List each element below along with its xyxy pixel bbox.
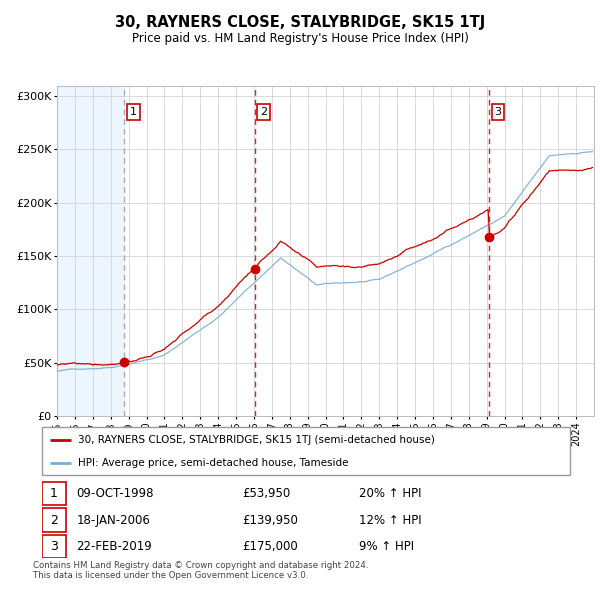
Text: 3: 3 xyxy=(50,540,58,553)
Text: Price paid vs. HM Land Registry's House Price Index (HPI): Price paid vs. HM Land Registry's House … xyxy=(131,32,469,45)
Text: 30, RAYNERS CLOSE, STALYBRIDGE, SK15 1TJ (semi-detached house): 30, RAYNERS CLOSE, STALYBRIDGE, SK15 1TJ… xyxy=(78,435,435,445)
Text: 30, RAYNERS CLOSE, STALYBRIDGE, SK15 1TJ: 30, RAYNERS CLOSE, STALYBRIDGE, SK15 1TJ xyxy=(115,15,485,30)
Bar xyxy=(42,535,66,558)
Text: 9% ↑ HPI: 9% ↑ HPI xyxy=(359,540,414,553)
Text: 2: 2 xyxy=(50,514,58,527)
Bar xyxy=(57,86,124,416)
Text: 3: 3 xyxy=(494,107,501,117)
Text: This data is licensed under the Open Government Licence v3.0.: This data is licensed under the Open Gov… xyxy=(33,571,308,579)
Text: 09-OCT-1998: 09-OCT-1998 xyxy=(76,487,154,500)
Text: 2: 2 xyxy=(260,107,267,117)
Text: Contains HM Land Registry data © Crown copyright and database right 2024.: Contains HM Land Registry data © Crown c… xyxy=(33,560,368,569)
Text: 1: 1 xyxy=(130,107,137,117)
Text: £53,950: £53,950 xyxy=(242,487,291,500)
Bar xyxy=(42,482,66,506)
Text: 12% ↑ HPI: 12% ↑ HPI xyxy=(359,514,421,527)
Text: 20% ↑ HPI: 20% ↑ HPI xyxy=(359,487,421,500)
Text: 1: 1 xyxy=(50,487,58,500)
Text: 18-JAN-2006: 18-JAN-2006 xyxy=(76,514,150,527)
Text: 22-FEB-2019: 22-FEB-2019 xyxy=(76,540,152,553)
Text: HPI: Average price, semi-detached house, Tameside: HPI: Average price, semi-detached house,… xyxy=(78,458,349,468)
Bar xyxy=(42,509,66,532)
Text: £175,000: £175,000 xyxy=(242,540,298,553)
Text: £139,950: £139,950 xyxy=(242,514,299,527)
